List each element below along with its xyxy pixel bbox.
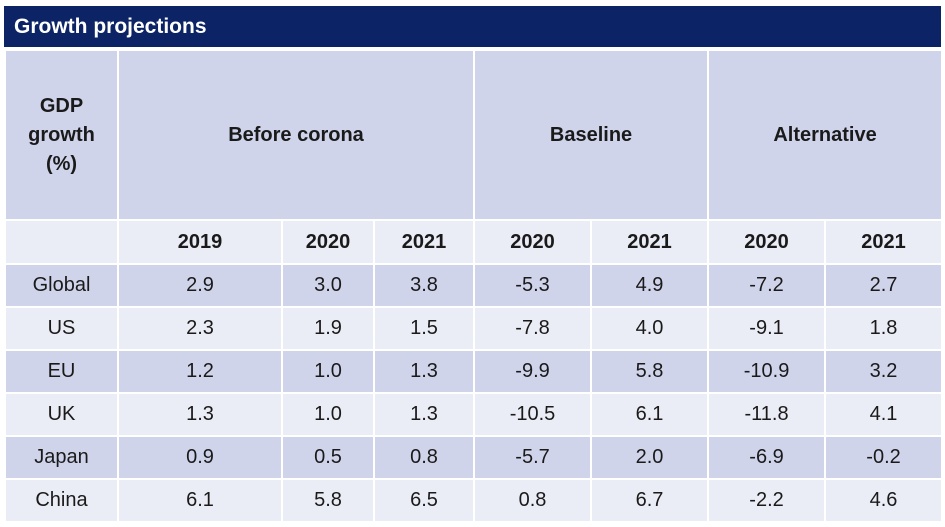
table-cell: -11.8 [707,392,827,437]
row-label: EU [4,349,119,394]
group-header-baseline: Baseline [473,49,710,221]
year-header: 2021 [590,219,710,265]
year-header: 2021 [372,219,476,265]
table-row: Japan 0.9 0.5 0.8 -5.7 2.0 -6.9 -0.2 [4,435,944,480]
row-label: China [4,478,119,523]
table-cell: 3.2 [824,349,944,394]
table-cell: 0.9 [117,435,283,480]
year-header: 2019 [117,219,283,265]
table-cell: -7.2 [707,263,827,308]
table-cell: -9.9 [473,349,593,394]
row-label-line: growth [28,123,95,146]
table-cell: 2.9 [117,263,283,308]
table-cell: -0.2 [824,435,944,480]
table-cell: 3.8 [372,263,476,308]
table-cell: 1.3 [372,349,476,394]
table-cell: 4.6 [824,478,944,523]
table-cell: -6.9 [707,435,827,480]
table-cell: 1.8 [824,306,944,351]
table-cell: 1.3 [117,392,283,437]
table-row: EU 1.2 1.0 1.3 -9.9 5.8 -10.9 3.2 [4,349,944,394]
year-header-empty [4,219,119,265]
table-cell: -5.3 [473,263,593,308]
table-cell: 1.5 [372,306,476,351]
table-cell: 3.0 [281,263,375,308]
group-header-before-corona: Before corona [116,49,476,221]
table-cell: 0.5 [281,435,375,480]
table-row: Global 2.9 3.0 3.8 -5.3 4.9 -7.2 2.7 [4,263,944,308]
table-cell: 6.1 [117,478,283,523]
table-cell: -5.7 [473,435,593,480]
table-cell: 1.0 [281,349,375,394]
table-cell: 4.0 [590,306,710,351]
row-label: US [4,306,119,351]
year-header: 2020 [473,219,593,265]
table-cell: 1.2 [117,349,283,394]
year-header: 2020 [281,219,375,265]
table-cell: 0.8 [372,435,476,480]
table-cell: 1.3 [372,392,476,437]
table-row: UK 1.3 1.0 1.3 -10.5 6.1 -11.8 4.1 [4,392,944,437]
table-cell: -2.2 [707,478,827,523]
table-cell: 2.7 [824,263,944,308]
table-cell: 6.1 [590,392,710,437]
year-header-row: 2019 2020 2021 2020 2021 2020 2021 [4,219,944,265]
year-header: 2020 [707,219,827,265]
table-cell: 6.5 [372,478,476,523]
table-cell: 4.9 [590,263,710,308]
data-rows: Global 2.9 3.0 3.8 -5.3 4.9 -7.2 2.7 US 2.3 1.9 1.5… [4,263,944,523]
row-label-line: (%) [45,152,78,175]
group-header-row: GDP growth (%) Before corona Baseline Al… [4,49,944,221]
group-header-alternative: Alternative [707,49,944,221]
table-cell: 6.7 [590,478,710,523]
table-cell: 4.1 [824,392,944,437]
table-cell: -7.8 [473,306,593,351]
table-cell: -10.5 [473,392,593,437]
table-cell: -10.9 [707,349,827,394]
table-row: US 2.3 1.9 1.5 -7.8 4.0 -9.1 1.8 [4,306,944,351]
table-cell: 2.0 [590,435,710,480]
table-cell: -9.1 [707,306,827,351]
table-row: China 6.1 5.8 6.5 0.8 6.7 -2.2 4.6 [4,478,944,523]
row-label: Japan [4,435,119,480]
row-label-line: GDP [39,94,84,117]
row-label: UK [4,392,119,437]
growth-projections-table: GDP growth (%) Before corona Baseline Al… [4,49,944,523]
table-cell: 5.8 [281,478,375,523]
row-label-header: GDP growth (%) [4,49,119,221]
year-header: 2021 [824,219,944,265]
table-cell: 5.8 [590,349,710,394]
table-cell: 1.0 [281,392,375,437]
row-label: Global [4,263,119,308]
table-cell: 2.3 [117,306,283,351]
table-cell: 1.9 [281,306,375,351]
table-title: Growth projections [4,6,941,47]
table-cell: 0.8 [473,478,593,523]
